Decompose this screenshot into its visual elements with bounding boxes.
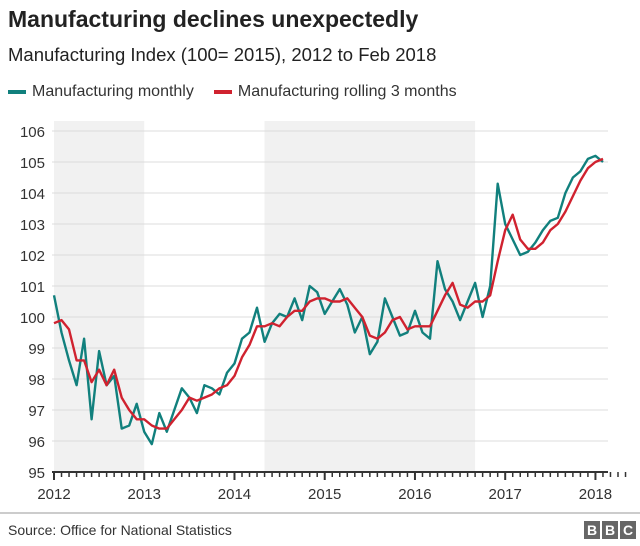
x-tick-label: 2018	[579, 486, 612, 503]
legend-label-monthly: Manufacturing monthly	[32, 83, 194, 100]
logo-letter: C	[620, 521, 636, 539]
y-tick-label: 106	[20, 124, 45, 141]
x-tick-label: 2017	[489, 486, 522, 503]
x-tick-label: 2015	[308, 486, 341, 503]
shaded-period	[54, 121, 145, 472]
legend-label-rolling: Manufacturing rolling 3 months	[237, 83, 457, 100]
x-tick-label: 2014	[218, 486, 251, 503]
y-tick-label: 101	[20, 279, 45, 296]
y-tick-label: 98	[28, 372, 45, 389]
y-tick-label: 102	[20, 248, 45, 265]
divider	[0, 512, 640, 514]
x-tick-label: 2016	[398, 486, 431, 503]
legend: Manufacturing monthly Manufacturing roll…	[8, 83, 457, 101]
y-tick-label: 100	[20, 310, 45, 327]
bbc-logo: B B C	[584, 521, 636, 539]
y-tick-label: 96	[28, 434, 45, 451]
legend-swatch-monthly	[8, 90, 26, 94]
chart-title: Manufacturing declines unexpectedly	[8, 6, 419, 32]
y-tick-label: 105	[20, 155, 45, 172]
legend-swatch-rolling	[213, 90, 232, 94]
x-tick-label: 2013	[128, 486, 161, 503]
y-tick-label: 103	[20, 217, 45, 234]
series-line-monthly	[52, 154, 604, 446]
legend-item-rolling: Manufacturing rolling 3 months	[213, 83, 457, 101]
chart-subtitle: Manufacturing Index (100= 2015), 2012 to…	[8, 44, 437, 65]
shaded-period	[264, 121, 476, 472]
logo-letter: B	[602, 521, 618, 539]
logo-letter: B	[584, 521, 600, 539]
y-tick-label: 99	[28, 341, 45, 358]
y-tick-label: 95	[28, 465, 45, 482]
legend-item-monthly: Manufacturing monthly	[8, 83, 194, 101]
y-tick-label: 97	[28, 403, 45, 420]
series-line-rolling	[53, 157, 604, 430]
x-tick-label: 2012	[37, 486, 70, 503]
y-tick-label: 104	[20, 186, 45, 203]
source-note: Source: Office for National Statistics	[8, 522, 232, 538]
plot-area: 95 96 97 98 99 100 101 102 103 104 105 106 2012 2013 2…	[20, 121, 627, 503]
